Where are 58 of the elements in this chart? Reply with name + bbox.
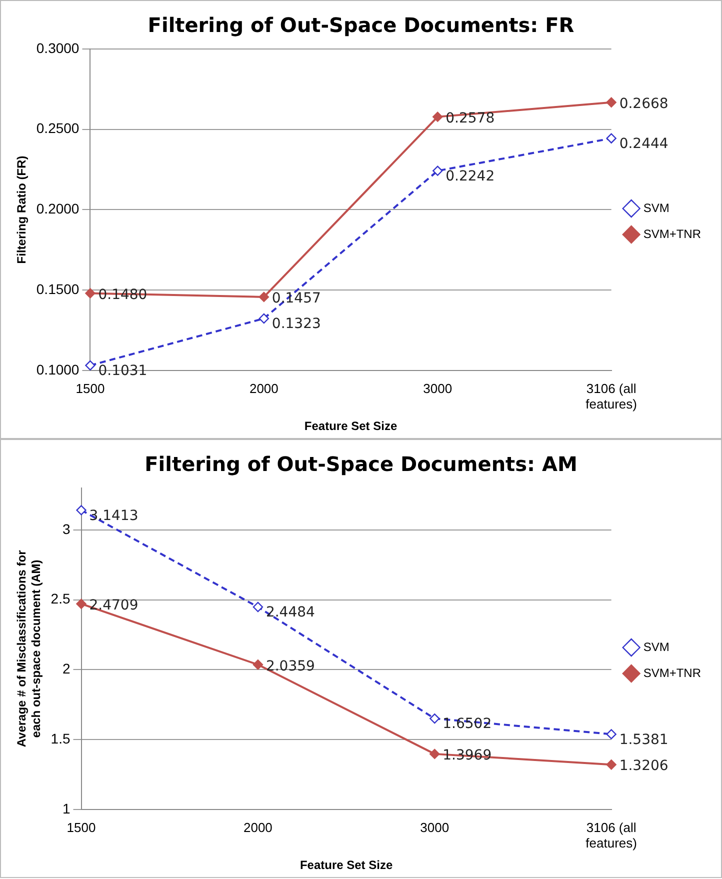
x-axis-title: Feature Set Size — [304, 419, 398, 434]
chart-title: Filtering of Out-Space Documents: FR — [148, 13, 574, 38]
y-axis-title: Filtering Ratio (FR) — [14, 156, 29, 264]
point — [432, 166, 443, 176]
x-tick-label: 2000 — [243, 820, 272, 835]
x-tick-label: 2000 — [249, 380, 278, 396]
point — [258, 292, 270, 302]
point — [606, 97, 616, 108]
point — [606, 760, 616, 770]
point — [606, 729, 616, 740]
x-tick-label: 3000 — [420, 820, 450, 835]
data-label: 0.2668 — [619, 96, 668, 112]
y-tick-label: 0.2000 — [36, 200, 80, 217]
data-label: 0.2444 — [619, 136, 668, 152]
y-tick-label: 3 — [62, 520, 70, 537]
data-label: 0.2578 — [446, 110, 495, 126]
point — [606, 133, 616, 144]
data-label: 0.2242 — [446, 168, 495, 184]
y-tick-label: 0.1000 — [36, 361, 80, 378]
point — [430, 713, 440, 724]
data-label: 1.5381 — [619, 732, 668, 748]
data-label: 1.6502 — [442, 716, 492, 732]
point — [76, 505, 86, 516]
point — [258, 313, 270, 324]
data-label: 2.4484 — [266, 604, 316, 621]
data-label: 0.1457 — [272, 290, 321, 307]
y-tick-label: 0.2500 — [36, 120, 80, 136]
legend-label: SVM — [643, 640, 670, 654]
data-label: 2.0359 — [266, 658, 315, 674]
y-tick-label: 1.5 — [50, 730, 70, 746]
data-label: 0.1031 — [98, 363, 148, 380]
data-label: 0.1323 — [272, 316, 321, 332]
y-tick-label: 1 — [62, 800, 70, 816]
data-label: 1.3206 — [619, 758, 668, 774]
y-tick-label: 2.5 — [50, 590, 70, 607]
x-tick-label: 3106 (all features) — [586, 380, 637, 412]
x-tick-label: 1500 — [66, 820, 96, 835]
point — [85, 360, 96, 370]
legend-label: SVM+TNR — [643, 666, 702, 680]
x-tick-label: 1500 — [76, 380, 105, 396]
legend-label: SVM — [643, 200, 670, 215]
point — [76, 598, 86, 609]
point — [252, 602, 264, 612]
x-tick-label: 3000 — [423, 380, 452, 396]
y-tick-label: 0.1500 — [36, 280, 80, 297]
point — [432, 112, 443, 122]
chart-title: Filtering of Out-Space Documents: AM — [144, 452, 578, 476]
point — [430, 748, 440, 760]
point — [85, 288, 96, 298]
legend-label: SVM+TNR — [643, 226, 702, 241]
data-label: 2.4709 — [89, 598, 138, 614]
x-axis-title: Feature Set Size — [300, 858, 393, 872]
data-label: 3.1413 — [89, 508, 138, 524]
y-tick-label: 2 — [62, 660, 70, 677]
point — [252, 660, 264, 670]
y-tick-label: 0.3000 — [36, 40, 80, 56]
x-tick-label: 3106 (all features) — [586, 820, 637, 850]
y-axis-title: Average # of Misclassifications for each out-space document (AM) — [14, 550, 43, 748]
